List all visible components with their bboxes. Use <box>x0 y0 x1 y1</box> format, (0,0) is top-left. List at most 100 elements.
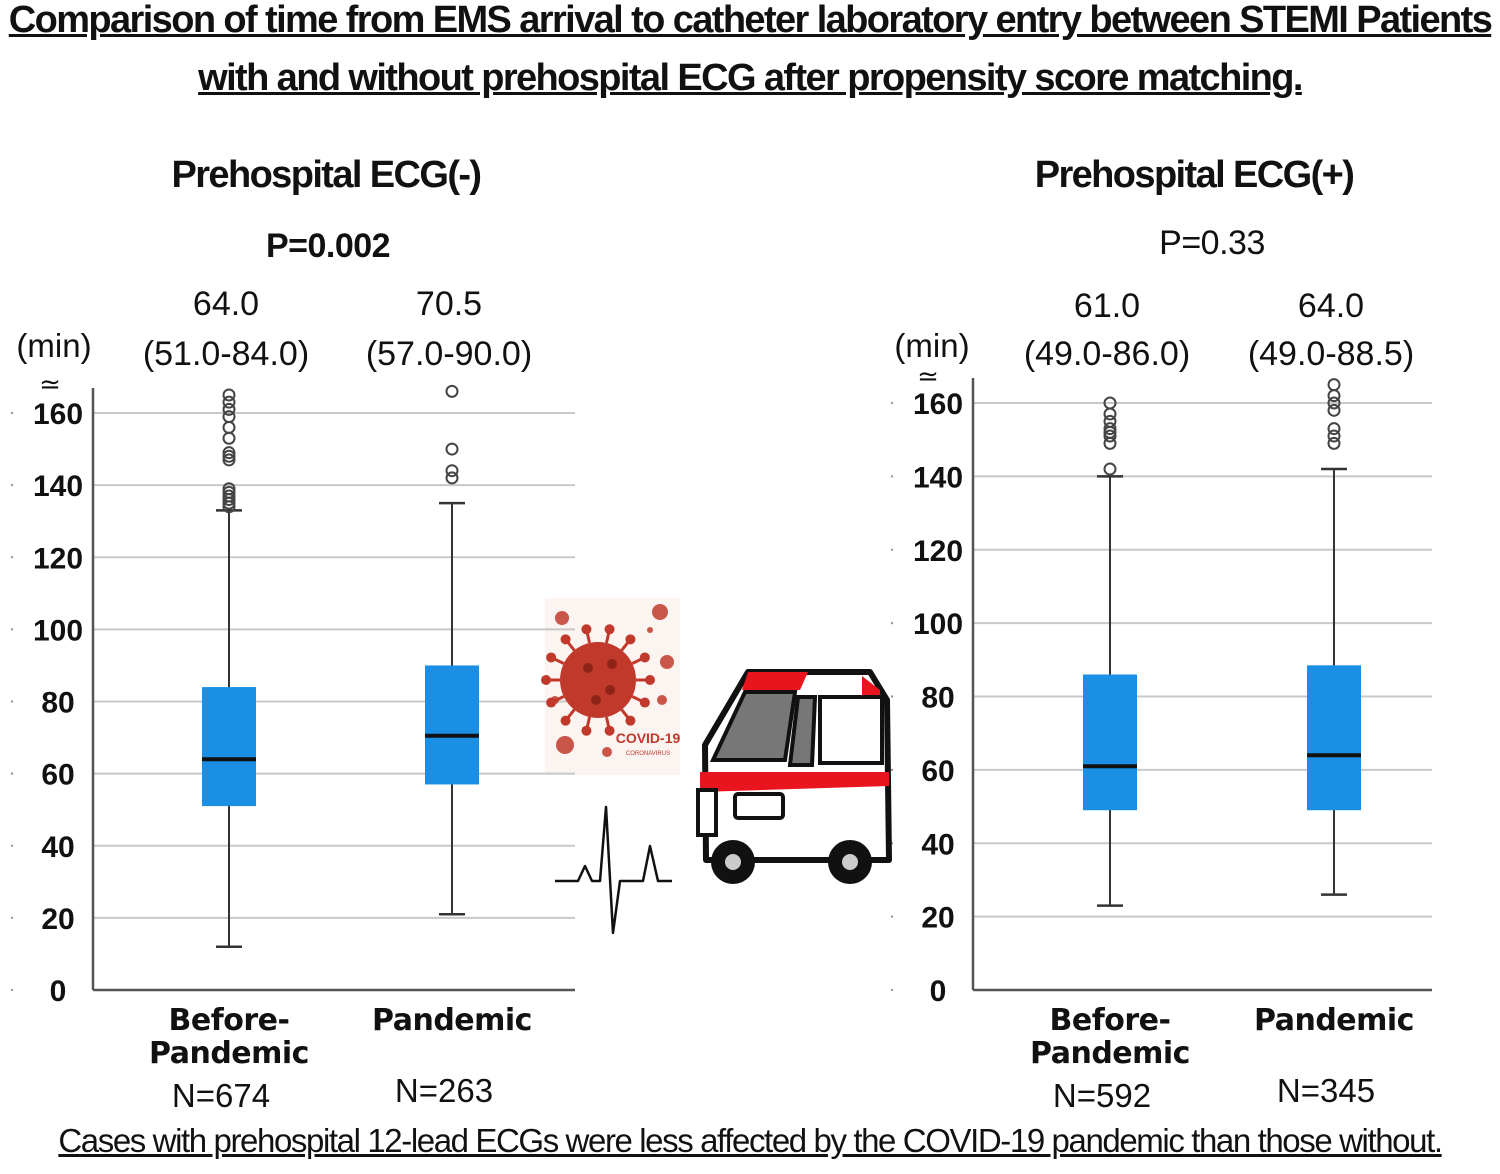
ambulance-rear-hub <box>842 854 858 870</box>
outlier-point <box>1327 396 1341 410</box>
iqr-box <box>1307 665 1361 811</box>
tick-dot <box>10 844 14 847</box>
x-category-label: Pandemic <box>149 1036 309 1071</box>
iqr-box <box>425 665 479 785</box>
y-axis-label: (min) <box>16 327 91 364</box>
tick-dot <box>890 695 894 698</box>
small-virus <box>551 696 559 704</box>
small-virus <box>555 611 569 625</box>
p-value: P=0.002 <box>266 227 390 265</box>
sample-size-label: N=345 <box>1277 1072 1375 1109</box>
median-value-label: 61.0 <box>1074 287 1140 325</box>
tick-dot <box>10 483 14 487</box>
y-tick-label: 120 <box>913 535 963 568</box>
outlier-point <box>222 395 236 409</box>
virus-body <box>560 642 636 718</box>
virus-caption: COVID-19 <box>616 730 681 746</box>
ambulance-rear-window <box>818 695 884 765</box>
iqr-value-label: (49.0-86.0) <box>1024 335 1190 373</box>
tick-dot <box>10 988 14 992</box>
ambulance-grille <box>733 792 785 820</box>
iqr-value-label: (49.0-88.5) <box>1248 335 1414 373</box>
outlier-point <box>222 482 236 496</box>
y-tick-label: 20 <box>921 902 954 935</box>
tick-dot <box>890 915 894 918</box>
panel-title: Prehospital ECG(+) <box>1035 154 1354 196</box>
virus-spike-tip <box>625 634 636 645</box>
virus-spike-tip <box>546 652 557 663</box>
y-tick-label: 100 <box>33 614 83 647</box>
chart-title-line-1: Comparison of time from EMS arrival to c… <box>8 0 1493 41</box>
small-virus <box>556 736 574 754</box>
outlier-point <box>1327 403 1341 417</box>
tick-dot <box>890 988 894 992</box>
small-virus <box>660 655 674 669</box>
tick-dot <box>890 768 894 772</box>
iqr-value-label: (57.0-90.0) <box>366 335 532 373</box>
outlier-point <box>222 420 236 434</box>
tick-dot <box>890 548 894 551</box>
median-value-label: 70.5 <box>416 285 482 323</box>
y-tick-label: 80 <box>921 682 954 715</box>
small-virus <box>647 627 653 633</box>
virus-spike-tip <box>560 634 571 645</box>
y-tick-label: 60 <box>41 759 74 792</box>
ambulance-windshield <box>709 690 798 762</box>
sample-size-label: N=263 <box>395 1072 493 1109</box>
outlier-point <box>222 449 236 463</box>
y-tick-label: 80 <box>41 687 74 720</box>
small-virus <box>657 695 667 705</box>
outlier-point <box>445 464 459 478</box>
outlier-point <box>1327 378 1341 392</box>
chart-title-line-2: with and without prehospital ECG after p… <box>198 57 1303 99</box>
tick-dot <box>890 401 894 405</box>
virus-spot <box>607 659 617 669</box>
outlier-point <box>1327 436 1341 450</box>
x-category-label: Pandemic <box>372 1003 532 1038</box>
x-category-label: Before- <box>1050 1003 1171 1038</box>
outlier-point <box>1103 429 1117 443</box>
virus-spot <box>605 685 615 695</box>
virus-spike-tip <box>604 624 615 635</box>
virus-subcaption: CORONAVIRUS <box>626 751 670 757</box>
y-tick-label: 40 <box>921 828 954 861</box>
sample-size-label: N=592 <box>1053 1077 1151 1114</box>
virus-spike-tip <box>541 675 551 685</box>
x-category-label: Before- <box>169 1003 290 1038</box>
outlier-point <box>1103 396 1117 410</box>
virus-spike-tip <box>581 725 592 736</box>
virus-spike-tip <box>625 715 636 726</box>
x-category-label: Pandemic <box>1254 1003 1414 1038</box>
y-axis-label: (min) <box>894 327 969 364</box>
outlier-point <box>1327 389 1341 403</box>
virus-spike-tip <box>560 715 571 726</box>
y-tick-label: 120 <box>33 542 83 575</box>
tick-dot <box>10 628 14 631</box>
ambulance-front-hub <box>725 854 741 870</box>
small-virus <box>652 604 668 620</box>
footnote: Cases with prehospital 12-lead ECGs were… <box>58 1122 1443 1159</box>
outlier-point <box>1103 407 1117 421</box>
virus-spike-tip <box>581 624 592 635</box>
outlier-point <box>222 453 236 467</box>
y-tick-label: 20 <box>41 903 74 936</box>
y-tick-label: 0 <box>930 975 947 1008</box>
outlier-point <box>222 402 236 416</box>
small-virus <box>602 747 612 757</box>
outlier-point <box>445 442 459 456</box>
outlier-point <box>1327 429 1341 443</box>
outlier-point <box>222 485 236 499</box>
ambulance-side-window <box>787 695 818 767</box>
virus-spot <box>591 695 601 705</box>
y-tick-label: 60 <box>921 755 954 788</box>
ambulance-red-stripe <box>700 772 889 792</box>
virus-spot <box>583 663 593 673</box>
ambulance-light-left <box>742 672 808 690</box>
outlier-point <box>445 471 459 485</box>
outlier-point <box>222 431 236 445</box>
tick-dot <box>10 772 14 775</box>
ambulance-light-right <box>862 676 880 700</box>
iqr-box <box>202 687 256 807</box>
median-value-label: 64.0 <box>1298 287 1364 325</box>
